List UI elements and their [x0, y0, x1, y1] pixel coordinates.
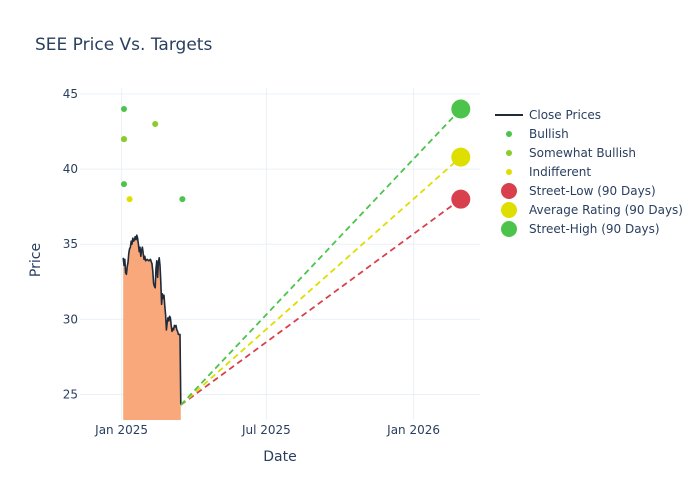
x-tick-label: Jan 2026 [386, 423, 440, 437]
rating-point [121, 136, 127, 143]
target-line [180, 156, 462, 406]
legend-label: Bullish [529, 127, 569, 141]
legend-swatch-dot [506, 131, 512, 137]
legend-swatch-dot [506, 150, 512, 156]
close-price-area [123, 235, 181, 420]
y-tick-label: 25 [63, 387, 78, 401]
x-axis-label: Date [263, 449, 296, 465]
legend-label: Average Rating (90 Days) [529, 203, 683, 217]
target-marker [451, 147, 471, 167]
legend-label: Somewhat Bullish [529, 146, 636, 160]
chart-title: SEE Price Vs. Targets [35, 35, 212, 55]
target-line [180, 108, 462, 406]
legend-label: Street-Low (90 Days) [529, 184, 656, 198]
y-tick-label: 35 [63, 237, 78, 251]
rating-point [121, 181, 127, 188]
rating-point [126, 196, 133, 203]
y-tick-label: 45 [63, 87, 78, 101]
rating-point [152, 121, 159, 128]
legend-swatch-marker [501, 183, 517, 199]
rating-point [121, 106, 127, 113]
y-axis-label: Price [28, 243, 44, 277]
legend-swatch-marker [501, 221, 517, 237]
legend: Close Prices Bullish Somewhat Bullish Indif… [495, 108, 683, 237]
plot-area [121, 99, 471, 420]
legend-swatch-marker [501, 202, 517, 218]
legend-label: Close Prices [529, 108, 601, 122]
target-marker [451, 99, 471, 119]
close-price-line [122, 234, 182, 406]
y-tick-label: 40 [63, 162, 78, 176]
legend-label: Street-High (90 Days) [529, 222, 660, 236]
legend-swatch-dot [506, 169, 512, 175]
x-tick-label: Jul 2025 [241, 423, 291, 437]
axes: 25 30 35 40 45 Jan 2025 Jul 2025 Jan 2026 [63, 87, 440, 437]
target-line [180, 198, 462, 406]
target-marker [451, 189, 471, 209]
x-tick-label: Jan 2025 [94, 423, 148, 437]
rating-point [179, 196, 186, 203]
legend-label: Indifferent [529, 165, 591, 179]
y-tick-label: 30 [63, 312, 78, 326]
